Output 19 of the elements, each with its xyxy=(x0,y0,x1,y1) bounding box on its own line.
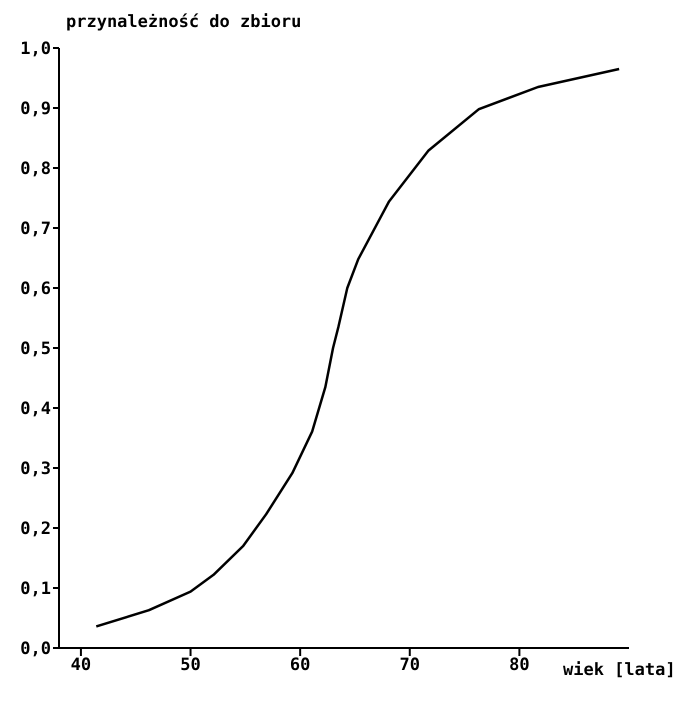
x-tick-label: 60 xyxy=(290,655,310,676)
y-tick-label: 0,4 xyxy=(20,399,51,420)
y-tick-label: 0,9 xyxy=(20,99,51,120)
x-axis-title: wiek [lata] xyxy=(563,660,676,680)
x-tick-label: 50 xyxy=(180,655,201,676)
y-tick-label: 0,0 xyxy=(20,639,51,660)
y-tick-label: 1,0 xyxy=(20,39,51,60)
y-tick-label: 0,3 xyxy=(20,459,51,480)
y-axis-title: przynależność do zbioru xyxy=(66,12,302,32)
y-tick-label: 0,7 xyxy=(20,219,51,240)
y-tick-label: 0,2 xyxy=(20,519,51,540)
y-tick-label: 0,5 xyxy=(20,339,51,360)
y-tick-label: 0,6 xyxy=(20,279,51,300)
x-tick-label: 40 xyxy=(70,655,92,676)
y-tick-label: 0,8 xyxy=(20,159,51,180)
y-tick-label: 0,1 xyxy=(20,579,51,600)
line-series xyxy=(95,68,620,628)
x-tick-label: 80 xyxy=(509,655,530,676)
x-tick-label: 70 xyxy=(400,655,420,676)
